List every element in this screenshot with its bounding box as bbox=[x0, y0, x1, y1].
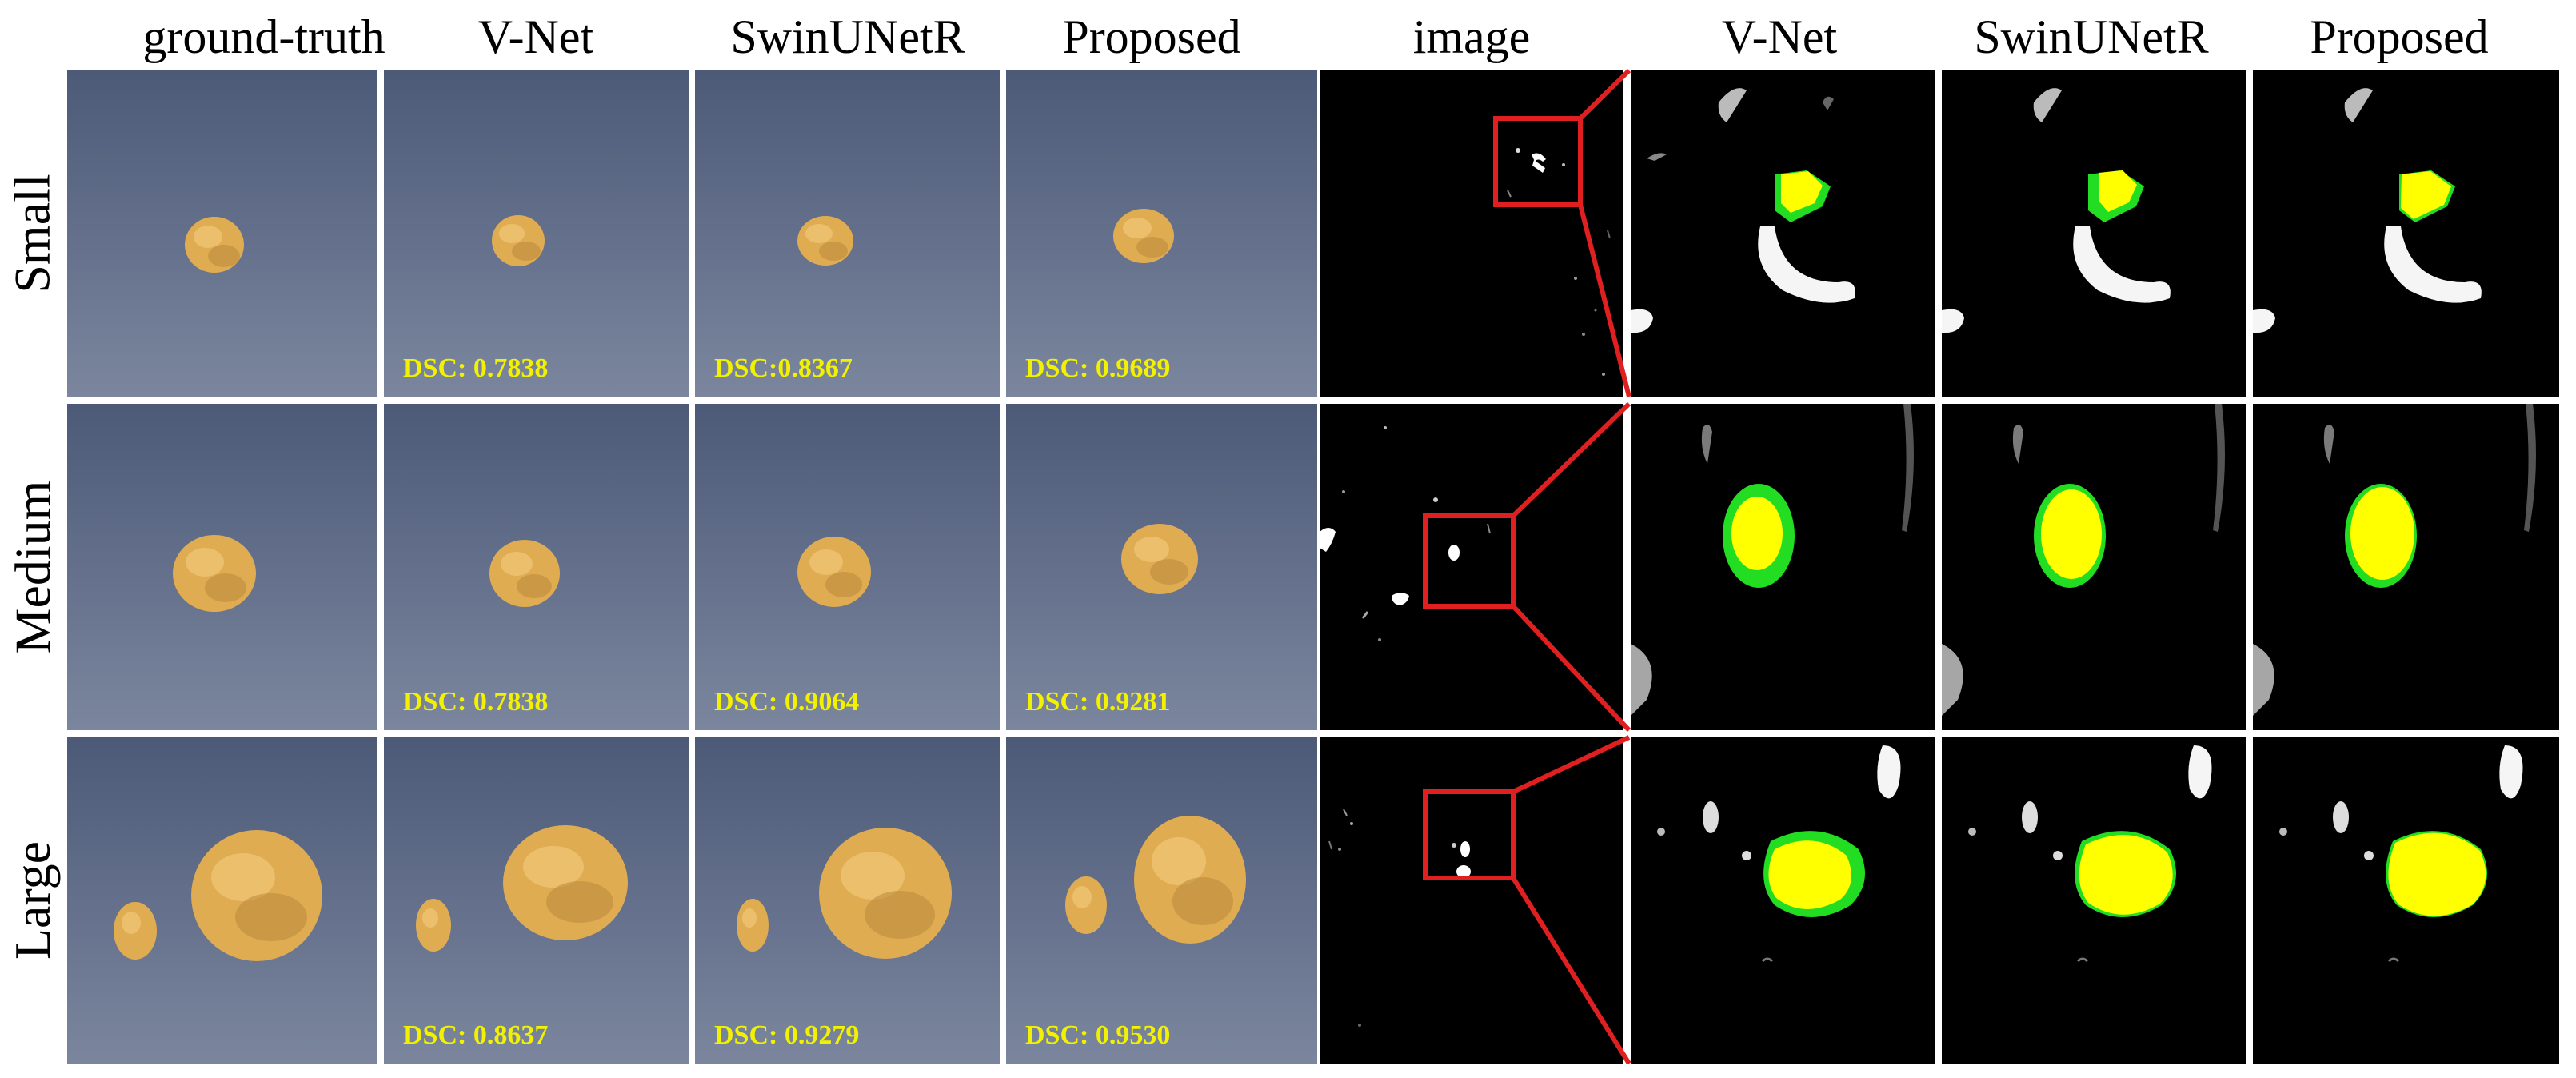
nodule-3d bbox=[1065, 816, 1246, 944]
ct-image-label: image bbox=[1412, 743, 1531, 796]
dsc-score: DSC: 0.7838 bbox=[403, 353, 549, 383]
nodule-3d bbox=[492, 215, 545, 266]
render-swinunetr-large: DSC: 0.9279 bbox=[695, 737, 1000, 1064]
render-ground-truth-medium bbox=[67, 404, 377, 730]
ct-slice-medium bbox=[1320, 404, 1623, 730]
dsc-score: DSC: 0.9689 bbox=[1025, 353, 1171, 383]
render-proposed-medium: DSC: 0.9281 bbox=[1006, 404, 1317, 730]
render-proposed-large: DSC: 0.9530 bbox=[1006, 737, 1317, 1064]
zoom-swinunetr-small bbox=[1942, 70, 2246, 397]
column-header-zoom-vnet: V-Net bbox=[1721, 10, 1838, 63]
row-label-medium: Medium bbox=[4, 480, 61, 654]
ct-slice-large: image bbox=[1320, 737, 1623, 1064]
render-ground-truth-large bbox=[67, 737, 377, 1064]
dsc-score: DSC:0.8367 bbox=[714, 353, 853, 383]
segmentation-overlay bbox=[1631, 404, 1914, 716]
render-swinunetr-small: DSC:0.8367 bbox=[695, 70, 1000, 397]
ct-structures bbox=[1320, 426, 1491, 641]
render-vnet-medium: DSC: 0.7838 bbox=[384, 404, 689, 730]
zoom-proposed-medium bbox=[2253, 404, 2559, 730]
zoom-swinunetr-large bbox=[1942, 737, 2246, 1064]
nodule-3d bbox=[1113, 209, 1174, 263]
segmentation-overlay bbox=[1968, 745, 2212, 963]
nodule-3d bbox=[185, 217, 244, 273]
zoom-proposed-small bbox=[2253, 70, 2559, 397]
row-label-small: Small bbox=[4, 174, 61, 293]
segmentation-overlay bbox=[2253, 404, 2536, 716]
segmentation-overlay bbox=[1631, 88, 1855, 333]
nodule-3d bbox=[1121, 524, 1198, 594]
ct-slice-small bbox=[1320, 70, 1623, 397]
nodule-3d bbox=[489, 540, 560, 607]
ct-structures bbox=[1507, 148, 1611, 376]
dsc-score: DSC: 0.9279 bbox=[714, 1020, 860, 1050]
dsc-score: DSC: 0.7838 bbox=[403, 687, 549, 717]
nodule-3d bbox=[416, 825, 628, 952]
nodule-3d bbox=[173, 535, 256, 612]
zoom-vnet-small bbox=[1631, 70, 1935, 397]
dsc-score: DSC: 0.8637 bbox=[403, 1020, 549, 1050]
column-header-swinunetr: SwinUNetR bbox=[730, 10, 965, 63]
render-proposed-small: DSC: 0.9689 bbox=[1006, 70, 1317, 397]
zoom-swinunetr-medium bbox=[1942, 404, 2246, 730]
zoom-vnet-large bbox=[1631, 737, 1935, 1064]
zoom-vnet-medium bbox=[1631, 404, 1935, 730]
column-header-zoom-swinunetr: SwinUNetR bbox=[1974, 10, 2209, 63]
render-swinunetr-medium: DSC: 0.9064 bbox=[695, 404, 1000, 730]
dsc-score: DSC: 0.9064 bbox=[714, 687, 860, 717]
nodule-3d bbox=[737, 828, 952, 959]
column-header-zoom-proposed: Proposed bbox=[2310, 10, 2489, 63]
nodule-3d bbox=[797, 537, 871, 607]
column-header-ground-truth: ground-truth bbox=[142, 10, 385, 63]
dsc-score: DSC: 0.9281 bbox=[1025, 687, 1171, 717]
render-vnet-small: DSC: 0.7838 bbox=[384, 70, 689, 397]
column-header-vnet: V-Net bbox=[477, 10, 594, 63]
column-header-proposed: Proposed bbox=[1062, 10, 1241, 63]
nodule-3d bbox=[797, 216, 853, 266]
render-ground-truth-small bbox=[67, 70, 377, 397]
nodule-3d bbox=[114, 830, 322, 961]
column-header-image: image bbox=[1412, 10, 1531, 63]
render-vnet-large: DSC: 0.8637 bbox=[384, 737, 689, 1064]
segmentation-overlay bbox=[1942, 404, 2225, 716]
segmentation-overlay bbox=[2253, 88, 2482, 333]
row-label-large: Large bbox=[4, 840, 61, 960]
segmentation-overlay bbox=[2279, 745, 2523, 963]
dsc-score: DSC: 0.9530 bbox=[1025, 1020, 1171, 1050]
zoom-proposed-large bbox=[2253, 737, 2559, 1064]
segmentation-overlay bbox=[1942, 88, 2171, 333]
segmentation-overlay bbox=[1657, 745, 1901, 963]
